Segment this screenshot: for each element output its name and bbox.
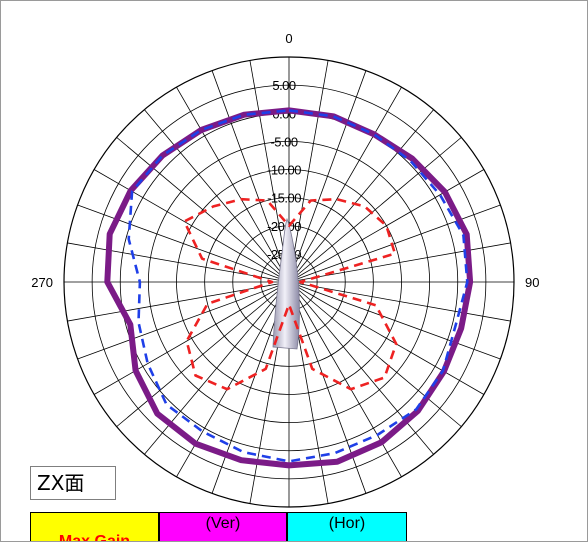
grid-spoke [288, 86, 402, 283]
grid-spoke [288, 169, 485, 283]
grid-spoke [288, 70, 367, 283]
grid-spoke [288, 281, 501, 360]
grid-spoke [211, 70, 290, 283]
grid-spoke [288, 281, 485, 395]
grid-spoke [77, 281, 290, 360]
legend-max-gain: Max Gain [30, 512, 159, 541]
grid-spoke [288, 60, 329, 283]
grid-spoke [116, 281, 290, 427]
series-line-0 [104, 107, 474, 469]
grid-spoke [288, 204, 501, 283]
angle-label-0: 0 [285, 31, 292, 46]
grid-spoke [288, 281, 434, 455]
legend-ver: (Ver) [159, 512, 287, 541]
grid-spoke [67, 281, 290, 322]
grid-spoke [144, 109, 290, 283]
grid-spoke [288, 281, 462, 427]
radial-tick-label: -5.00 [270, 134, 297, 149]
grid-spoke [249, 60, 290, 283]
angle-label-90: 90 [525, 275, 539, 290]
grid-spoke [288, 281, 367, 494]
angle-label-270: 270 [31, 275, 53, 290]
grid-spoke [93, 169, 290, 283]
grid-spoke [93, 281, 290, 395]
grid-spoke [77, 204, 290, 283]
radial-tick-label: 5.00 [272, 78, 296, 93]
radial-tick-label: -10.00 [267, 163, 301, 178]
grid-spoke [67, 242, 290, 283]
grid-spoke [288, 109, 434, 283]
radial-tick-label: -15.00 [267, 191, 301, 206]
legend-hor: (Hor) [287, 512, 407, 541]
grid-spoke [176, 86, 290, 283]
series-line-1 [127, 109, 469, 463]
grid-spoke [288, 137, 462, 283]
plane-label: ZX面 [30, 466, 116, 500]
legend: Max Gain (Ver) (Hor) [30, 512, 407, 541]
antenna-illustration [272, 217, 300, 350]
grid-spoke [288, 281, 511, 322]
grid-spoke [116, 137, 290, 283]
